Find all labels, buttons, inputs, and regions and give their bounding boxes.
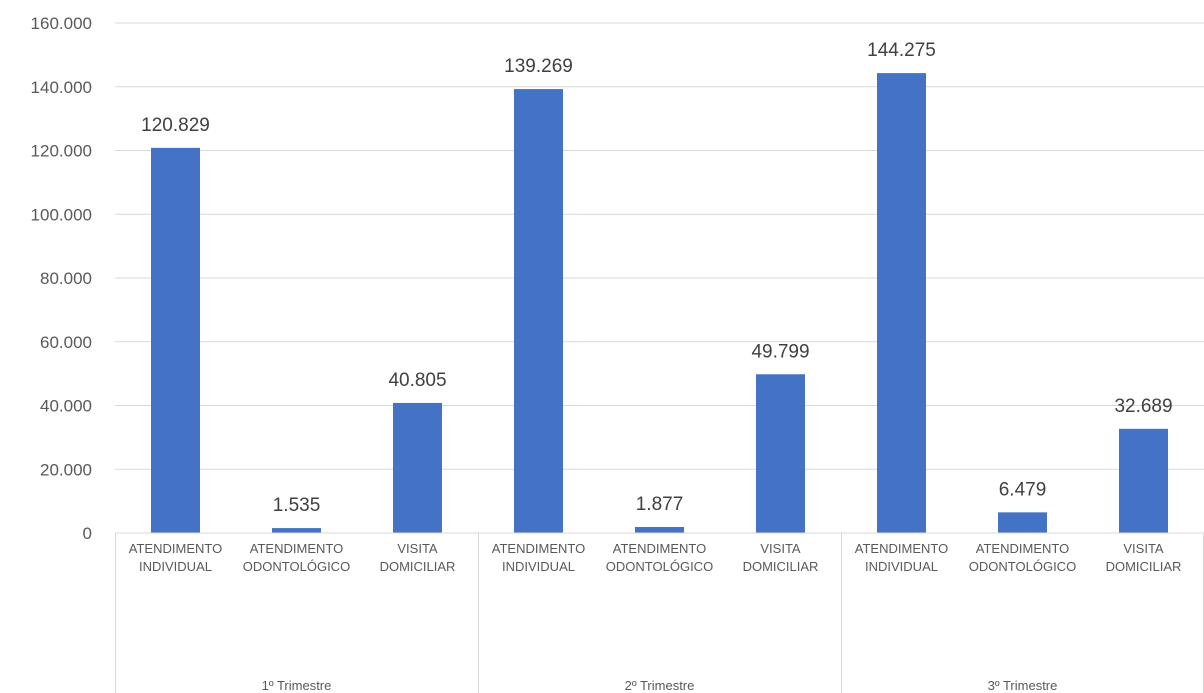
- category-label: VISITA: [1123, 541, 1164, 556]
- data-label: 6.479: [999, 479, 1047, 500]
- group-label: 3º Trimestre: [988, 678, 1058, 693]
- category-label: ODONTOLÓGICO: [243, 559, 350, 574]
- category-label: ATENDIMENTO: [250, 541, 343, 556]
- bar: [514, 89, 563, 533]
- data-label: 120.829: [141, 115, 210, 136]
- category-label: ATENDIMENTO: [613, 541, 706, 556]
- bars: 120.829 1.535 40.805 139.269 1.877 49.799 144.…: [141, 40, 1173, 534]
- data-label: 32.689: [1114, 396, 1172, 417]
- bar: [635, 527, 684, 533]
- group-label: 1º Trimestre: [262, 678, 332, 693]
- data-label: 144.275: [867, 40, 936, 61]
- category-label: ATENDIMENTO: [129, 541, 222, 556]
- category-label: ATENDIMENTO: [855, 541, 948, 556]
- y-tick-label: 100.000: [31, 205, 92, 224]
- data-label: 1.877: [636, 494, 684, 515]
- y-tick-label: 80.000: [40, 269, 92, 288]
- x-axis: ATENDIMENTO INDIVIDUAL ATENDIMENTO ODONTOLÓ…: [115, 532, 1204, 693]
- category-label: VISITA: [760, 541, 801, 556]
- category-label: DOMICILIAR: [743, 559, 819, 574]
- group-label: 2º Trimestre: [625, 678, 695, 693]
- y-tick-label: 140.000: [31, 78, 92, 97]
- category-label: VISITA: [397, 541, 438, 556]
- bar: [272, 528, 321, 533]
- category-label: DOMICILIAR: [1106, 559, 1182, 574]
- category-label: INDIVIDUAL: [865, 559, 938, 574]
- category-label: ATENDIMENTO: [492, 541, 585, 556]
- data-label: 49.799: [751, 341, 809, 362]
- bar: [877, 73, 926, 533]
- category-label: INDIVIDUAL: [139, 559, 212, 574]
- gridlines: [115, 22, 1204, 470]
- category-label: ODONTOLÓGICO: [969, 559, 1076, 574]
- y-tick-label: 20.000: [40, 460, 92, 479]
- bar: [998, 512, 1047, 533]
- data-label: 40.805: [388, 370, 446, 391]
- y-tick-label: 40.000: [40, 397, 92, 416]
- category-label: ODONTOLÓGICO: [606, 559, 713, 574]
- data-label: 1.535: [273, 495, 321, 516]
- category-label: ATENDIMENTO: [976, 541, 1069, 556]
- category-label: DOMICILIAR: [380, 559, 456, 574]
- bar: [393, 402, 442, 533]
- y-tick-label: 160.000: [31, 14, 92, 33]
- y-tick-label: 0: [83, 524, 92, 543]
- bar: [1119, 428, 1168, 533]
- y-tick-label: 60.000: [40, 333, 92, 352]
- data-label: 139.269: [504, 56, 573, 77]
- bar: [151, 147, 200, 534]
- y-tick-label: 120.000: [31, 142, 92, 161]
- y-axis: 0 20.000 40.000 60.000 80.000 100.000 120.000 1…: [31, 14, 92, 543]
- bar: [756, 374, 805, 533]
- category-label: INDIVIDUAL: [502, 559, 575, 574]
